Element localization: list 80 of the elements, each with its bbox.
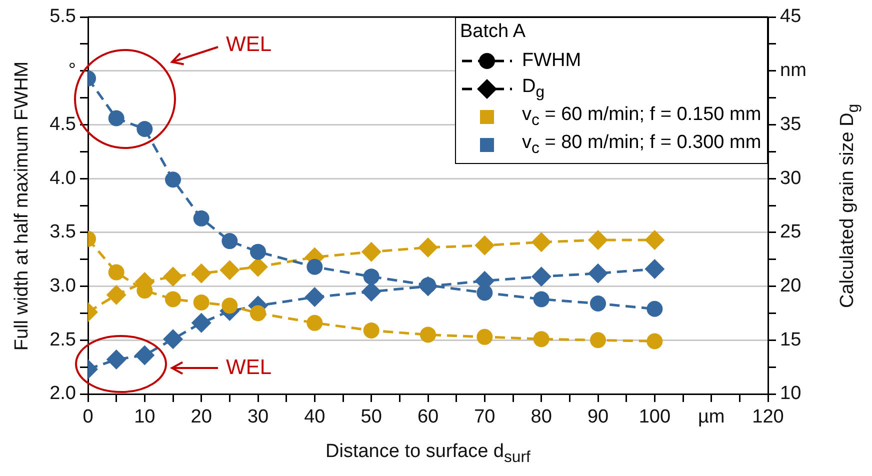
x-tick-label: 0 xyxy=(82,406,94,428)
legend-label: FWHM xyxy=(522,50,582,72)
point xyxy=(646,333,663,350)
point xyxy=(474,235,495,256)
point xyxy=(588,263,608,284)
x-tick-label: 60 xyxy=(417,406,439,428)
point xyxy=(533,291,550,308)
y2-tick-label: 10 xyxy=(780,383,802,404)
point xyxy=(163,329,183,350)
point xyxy=(220,260,240,280)
x-axis-title: Distance to surface d$_{surf}$ xyxy=(326,441,530,467)
point xyxy=(304,287,325,308)
x-tick-label: 70 xyxy=(474,406,496,428)
y2-tick-label: nm xyxy=(780,60,806,82)
legend-label: D$_{g}$ xyxy=(522,76,545,102)
x-tick-label: 20 xyxy=(190,406,212,428)
point xyxy=(533,331,550,348)
point xyxy=(531,266,552,287)
x-tick-label: 50 xyxy=(360,406,382,428)
x-tick-label: 120 xyxy=(752,406,784,428)
point xyxy=(588,230,608,250)
point xyxy=(134,345,155,366)
y-tick-label: 2.0 xyxy=(50,383,76,404)
point xyxy=(250,244,266,260)
point xyxy=(590,332,606,348)
point xyxy=(191,263,212,284)
point xyxy=(163,266,183,287)
point xyxy=(590,296,606,312)
y-tick-label: 4.0 xyxy=(50,168,76,189)
x-tick-label: µm xyxy=(698,406,725,428)
x-tick-label: 10 xyxy=(134,406,156,428)
point xyxy=(250,305,266,322)
y2-tick-label: 30 xyxy=(780,168,802,189)
x-tick-label: 40 xyxy=(304,406,326,428)
annotation: WEL xyxy=(226,356,272,380)
point xyxy=(108,264,124,280)
point xyxy=(644,230,665,250)
y-tick-label: 2.5 xyxy=(50,329,76,350)
y-tick-label: ° xyxy=(68,60,76,82)
point xyxy=(191,312,212,333)
legend-title: Batch A xyxy=(460,21,526,44)
point xyxy=(363,322,380,338)
point xyxy=(363,268,380,285)
point xyxy=(644,259,665,280)
point xyxy=(531,232,552,252)
point xyxy=(193,210,210,226)
y-tick-label: 4.5 xyxy=(50,114,76,135)
point xyxy=(165,291,181,308)
annotation: WEL xyxy=(226,33,272,57)
y-tick-label: 3.5 xyxy=(50,222,76,243)
point xyxy=(136,121,153,138)
point xyxy=(165,172,181,188)
y2-tick-label: 35 xyxy=(780,114,802,135)
point xyxy=(193,294,210,310)
y-tick-label: 5.5 xyxy=(50,6,76,28)
y2-tick-label: 25 xyxy=(780,222,802,243)
x-tick-label: 100 xyxy=(638,406,671,428)
point xyxy=(108,110,124,126)
point xyxy=(106,350,126,370)
x-tick-label: 30 xyxy=(247,406,269,428)
x-tick-label: 90 xyxy=(587,406,609,428)
point xyxy=(476,328,493,345)
legend-label: v$_{c}$ = 60 m/min; f = 0.150 mm xyxy=(522,104,762,130)
y2-tick-label: 20 xyxy=(780,276,802,297)
x-tick-label: 80 xyxy=(530,406,552,428)
legend-label: v$_{c}$ = 80 m/min; f = 0.300 mm xyxy=(522,132,762,158)
point xyxy=(222,298,238,314)
point xyxy=(222,233,238,250)
y2-tick-label: 15 xyxy=(780,329,802,350)
point xyxy=(646,300,663,317)
point xyxy=(361,242,382,262)
y-axis-title: Full width at half maximum FWHM xyxy=(11,60,34,350)
y-tick-label: 3.0 xyxy=(50,276,76,297)
point xyxy=(420,326,436,343)
point xyxy=(418,238,438,258)
y2-tick-label: 45 xyxy=(780,6,802,28)
point xyxy=(476,284,493,301)
point xyxy=(306,258,323,275)
point xyxy=(306,314,323,331)
point xyxy=(106,284,126,305)
